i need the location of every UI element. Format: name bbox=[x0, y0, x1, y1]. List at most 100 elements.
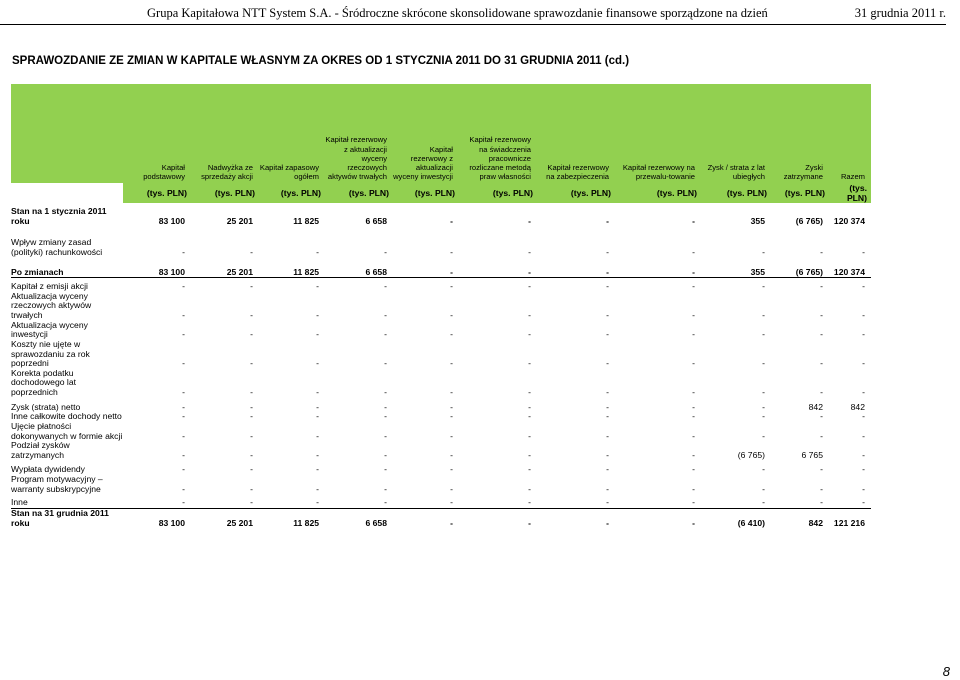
table-row: Po zmianach 83 100 25 201 11 825 6 658- - - -35… bbox=[11, 257, 871, 279]
cell-value: - bbox=[606, 517, 609, 528]
cell-value: - bbox=[182, 411, 185, 422]
cell-value: - bbox=[692, 517, 695, 528]
table-row: Wpływ zmiany zasad (polityki) rachunkowo… bbox=[11, 226, 871, 257]
cell-value: - bbox=[692, 411, 695, 422]
cell-value: - bbox=[820, 358, 823, 369]
cell-value: - bbox=[528, 246, 531, 257]
cell-value: - bbox=[450, 430, 453, 441]
cell-value: - bbox=[384, 310, 387, 320]
cell-value: - bbox=[450, 358, 453, 369]
table-row: Aktualizacja wyceny rzeczowych aktywów t… bbox=[11, 291, 871, 321]
cell-value: - bbox=[862, 246, 865, 257]
column-header: Kapitał rezerwowy z aktualizacji wyceny … bbox=[325, 84, 393, 183]
cell-value: - bbox=[450, 483, 453, 494]
cell-value: - bbox=[250, 430, 253, 441]
table-row: Aktualizacja wyceny inwestycji - - - - - - - - - -… bbox=[11, 319, 871, 340]
cell-value: - bbox=[450, 411, 453, 422]
cell-value: 355 bbox=[701, 257, 771, 279]
running-header-company: Grupa Kapitałowa NTT System S.A. - Śródr… bbox=[147, 6, 768, 20]
cell-value: - bbox=[316, 281, 319, 292]
cell-value: 11 825 bbox=[293, 215, 319, 226]
table-row: Kapitał z emisji akcji - - - - - - - - - - - bbox=[11, 278, 871, 292]
cell-value: - bbox=[862, 411, 865, 422]
cell-value: - bbox=[182, 358, 185, 369]
cell-value: - bbox=[762, 430, 765, 441]
statement-title: SPRAWOZDANIE ZE ZMIAN W KAPITALE WŁASNYM… bbox=[12, 55, 630, 67]
row-label: Ujęcie płatności dokonywanych w formie a… bbox=[11, 420, 123, 441]
cell-value: - bbox=[820, 411, 823, 422]
column-unit: (tys. PLN) bbox=[123, 183, 191, 203]
cell-value: - bbox=[606, 329, 609, 340]
cell-value: - bbox=[182, 464, 185, 475]
cell-value: - bbox=[762, 310, 765, 320]
column-header: Kapitał rezerwowy na świadczenia pracown… bbox=[459, 84, 537, 183]
column-unit: (tys. PLN) bbox=[459, 183, 537, 203]
table-row: Wypłata dywidendy - - - - - - - - - - - bbox=[11, 460, 871, 475]
row-label: Kapitał z emisji akcji bbox=[11, 281, 88, 292]
cell-value: - bbox=[692, 215, 695, 226]
table-row: Inne - - - - - - - - - - - bbox=[11, 494, 871, 509]
cell-value: - bbox=[250, 246, 253, 257]
cell-value: - bbox=[528, 449, 531, 460]
table-body: Stan na 1 stycznia 2011 roku 83 100 25 201… bbox=[11, 203, 871, 528]
cell-value: - bbox=[316, 411, 319, 422]
cell-value: - bbox=[692, 401, 695, 412]
cell-value: - bbox=[384, 401, 387, 412]
cell-value: - bbox=[450, 387, 453, 397]
table-row: Ujęcie płatności dokonywanych w formie a… bbox=[11, 420, 871, 441]
cell-value: 83 100 bbox=[123, 257, 191, 279]
cell-value: 842 bbox=[808, 401, 823, 412]
cell-value: - bbox=[250, 411, 253, 422]
cell-value: - bbox=[820, 430, 823, 441]
cell-value: - bbox=[459, 257, 537, 279]
cell-value: - bbox=[692, 430, 695, 441]
cell-value: - bbox=[862, 310, 865, 320]
column-unit: (tys. PLN) bbox=[615, 183, 701, 203]
cell-value: - bbox=[182, 387, 185, 397]
cell-value: - bbox=[615, 494, 701, 509]
table-row: Koszty nie ujęte w sprawozdaniu za rok p… bbox=[11, 339, 871, 369]
cell-value: - bbox=[182, 310, 185, 320]
cell-value: - bbox=[692, 329, 695, 340]
cell-value: - bbox=[316, 449, 319, 460]
cell-value: - bbox=[829, 494, 871, 509]
cell-value: - bbox=[606, 358, 609, 369]
cell-value: - bbox=[692, 449, 695, 460]
row-label: Zysk (strata) netto bbox=[11, 401, 81, 412]
cell-value: 6 765 bbox=[801, 449, 823, 460]
cell-value: - bbox=[182, 329, 185, 340]
row-label: Korekta podatku dochodowego lat poprzedn… bbox=[11, 367, 76, 397]
cell-value: - bbox=[762, 329, 765, 340]
cell-value: - bbox=[250, 329, 253, 340]
cell-value: - bbox=[820, 281, 823, 292]
cell-value: - bbox=[250, 310, 253, 320]
cell-value: - bbox=[384, 411, 387, 422]
cell-value: - bbox=[528, 517, 531, 528]
cell-value: - bbox=[182, 483, 185, 494]
cell-value: - bbox=[528, 430, 531, 441]
cell-value: - bbox=[606, 483, 609, 494]
cell-value: - bbox=[316, 387, 319, 397]
cell-value: - bbox=[191, 494, 259, 509]
cell-value: - bbox=[762, 358, 765, 369]
cell-value: (6 765) bbox=[795, 215, 823, 226]
cell-value: - bbox=[820, 310, 823, 320]
cell-value: 120 374 bbox=[829, 257, 871, 279]
cell-value: - bbox=[450, 310, 453, 320]
table-row: Program motywacyjny – warranty subskrypc… bbox=[11, 474, 871, 494]
cell-value: - bbox=[384, 483, 387, 494]
row-label: Inne całkowite dochody netto bbox=[11, 411, 122, 422]
cell-value: - bbox=[762, 401, 765, 412]
cell-value: - bbox=[384, 358, 387, 369]
cell-value: - bbox=[692, 483, 695, 494]
row-label: Aktualizacja wyceny inwestycji bbox=[11, 319, 88, 340]
row-label: Podział zysków zatrzymanych bbox=[11, 440, 70, 460]
unit-label-cell bbox=[11, 183, 123, 203]
cell-value: - bbox=[393, 257, 459, 279]
cell-value: 120 374 bbox=[833, 215, 865, 226]
cell-value: 83 100 bbox=[158, 215, 185, 226]
cell-value: - bbox=[250, 464, 253, 475]
cell-value: - bbox=[528, 464, 531, 475]
row-label: Inne bbox=[11, 494, 123, 509]
cell-value: - bbox=[701, 494, 771, 509]
